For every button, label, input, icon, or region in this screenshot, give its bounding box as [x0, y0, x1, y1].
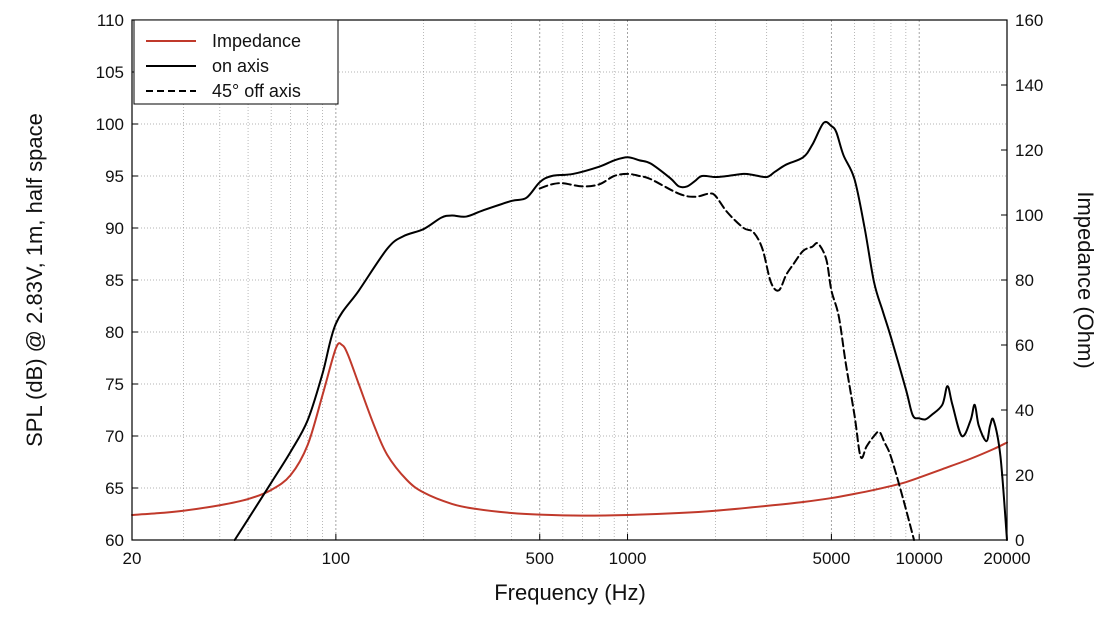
series-layer — [131, 120, 1008, 541]
x-axis-title: Frequency (Hz) — [494, 580, 646, 605]
x-tick-label: 5000 — [812, 549, 850, 568]
y-right-tick-label: 60 — [1015, 336, 1034, 355]
y-right-tick-label: 0 — [1015, 531, 1024, 550]
legend-label-off-axis: 45° off axis — [212, 81, 301, 101]
major-gridlines — [131, 20, 1008, 540]
y-left-tick-label: 60 — [105, 531, 124, 550]
y-left-tick-label: 70 — [105, 427, 124, 446]
x-tick-label: 500 — [526, 549, 554, 568]
legend-label-on-axis: on axis — [212, 56, 269, 76]
y-left-tick-label: 105 — [96, 63, 124, 82]
y-left-axis-title: SPL (dB) @ 2.83V, 1m, half space — [22, 113, 47, 447]
series-line-on-axis — [233, 120, 1008, 541]
y-right-tick-label: 120 — [1015, 141, 1043, 160]
y-right-tick-label: 160 — [1015, 11, 1043, 30]
y-right-tick-label: 140 — [1015, 76, 1043, 95]
y-right-tick-label: 80 — [1015, 271, 1034, 290]
left-axis-ticks: 60 65 70 75 80 85 90 95 100 105 110 — [96, 11, 138, 550]
y-left-tick-label: 110 — [97, 11, 124, 30]
y-left-tick-label: 95 — [105, 167, 124, 186]
x-tick-label: 100 — [322, 549, 350, 568]
x-tick-label: 10000 — [896, 549, 943, 568]
y-left-tick-label: 100 — [96, 115, 124, 134]
y-left-tick-label: 80 — [105, 323, 124, 342]
bottom-axis-ticks: 20 100 500 1000 5000 10000 20000 — [123, 534, 1031, 568]
y-right-axis-title: Impedance (Ohm) — [1073, 191, 1098, 368]
y-left-tick-label: 85 — [105, 271, 124, 290]
series-line-impedance — [131, 342, 1008, 517]
y-left-tick-label: 90 — [105, 219, 124, 238]
y-left-tick-label: 65 — [105, 479, 124, 498]
x-tick-label: 20000 — [983, 549, 1030, 568]
y-right-tick-label: 100 — [1015, 206, 1043, 225]
right-axis-ticks: 0 20 40 60 80 100 120 140 160 — [1001, 11, 1043, 550]
y-right-tick-label: 20 — [1015, 466, 1034, 485]
legend: Impedance on axis 45° off axis — [133, 19, 339, 105]
x-tick-label: 1000 — [609, 549, 647, 568]
x-tick-label: 20 — [123, 549, 142, 568]
y-right-tick-label: 40 — [1015, 401, 1034, 420]
y-left-tick-label: 75 — [105, 375, 124, 394]
legend-label-impedance: Impedance — [212, 31, 301, 51]
series-line-45-off-axis — [538, 172, 916, 541]
